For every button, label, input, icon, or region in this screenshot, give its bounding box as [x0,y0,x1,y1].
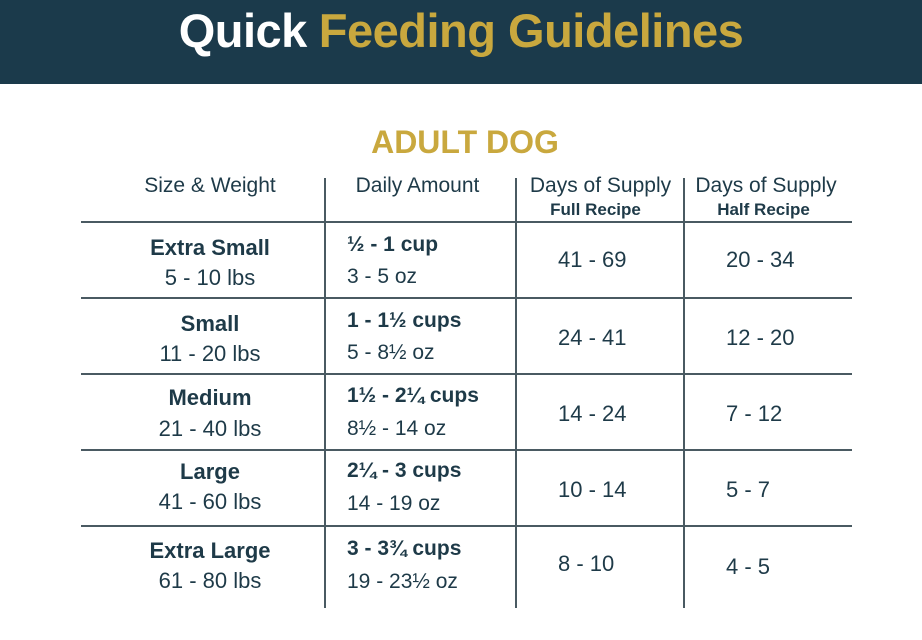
row-divider [81,297,852,299]
size-weight: 41 - 60 lbs [158,489,262,514]
column-divider [683,178,685,608]
days-full: 10 - 14 [558,477,627,502]
title-part-feeding-guidelines: Feeding Guidelines [318,3,744,57]
header-days-half-sub: Half Recipe [717,200,810,219]
days-full: 24 - 41 [558,325,627,350]
title-part-quick: Quick [178,3,308,57]
daily-cups: ½ - 1 cup [347,233,439,256]
days-half: 20 - 34 [726,247,795,272]
row-divider [81,449,852,451]
daily-cups: 1 - 1½ cups [347,309,462,332]
size-weight: 61 - 80 lbs [158,568,262,593]
page-title: Quick Feeding Guidelines [0,0,922,72]
size-weight: 5 - 10 lbs [164,265,256,290]
daily-oz: 3 - 5 oz [347,265,418,288]
row-divider [81,373,852,375]
row-divider [81,221,852,223]
row-divider [81,525,852,527]
column-divider [324,178,326,608]
size-name: Extra Large [149,538,271,563]
size-weight: 21 - 40 lbs [158,416,262,441]
column-divider [515,178,517,608]
daily-oz: 19 - 23½ oz [347,570,458,593]
days-half: 12 - 20 [726,325,795,350]
size-name: Medium [168,385,252,410]
header-days-full-sub: Full Recipe [550,200,641,219]
daily-cups: 3 - 3¾ cups [347,537,462,560]
section-title: ADULT DOG [371,124,559,160]
header-days-full: Days of Supply [529,174,672,197]
header-daily-amount: Daily Amount [355,174,480,197]
days-half: 4 - 5 [726,554,771,579]
daily-cups: 1½ - 2¼ cups [347,384,479,407]
days-full: 41 - 69 [558,247,627,272]
daily-oz: 14 - 19 oz [347,492,441,515]
days-full: 8 - 10 [558,551,615,576]
daily-oz: 5 - 8½ oz [347,341,435,364]
size-name: Extra Small [150,235,270,260]
size-name: Large [180,459,240,484]
daily-oz: 8½ - 14 oz [347,417,447,440]
days-half: 7 - 12 [726,401,783,426]
header-size-weight: Size & Weight [144,174,276,197]
days-full: 14 - 24 [558,401,627,426]
size-weight: 11 - 20 lbs [159,341,261,366]
days-half: 5 - 7 [726,477,771,502]
daily-cups: 2¼ - 3 cups [347,459,462,482]
header-banner [0,0,922,84]
header-days-half: Days of Supply [695,174,837,197]
size-name: Small [180,311,240,336]
